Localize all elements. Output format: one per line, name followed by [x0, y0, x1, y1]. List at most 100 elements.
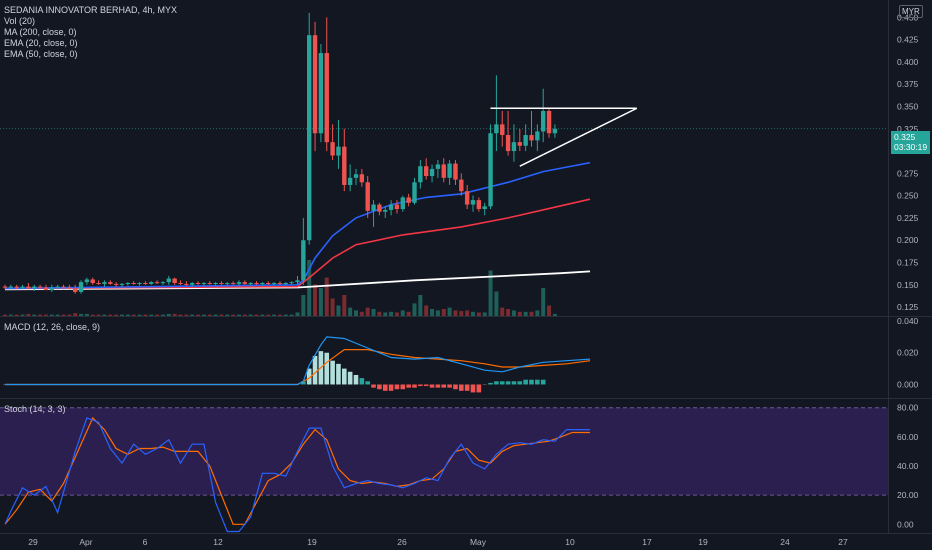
candle-body [295, 280, 300, 283]
volume-bar [295, 312, 300, 316]
macd-histogram-bar [529, 379, 534, 385]
stoch-tick-label: 80.00 [897, 403, 919, 413]
candle-body [500, 124, 505, 136]
volume-bar [547, 305, 552, 316]
volume-bar [447, 307, 452, 316]
candle-body [441, 164, 446, 178]
macd-histogram-bar [365, 381, 370, 385]
volume-bar [324, 277, 329, 316]
x-tick-label: 26 [397, 537, 407, 547]
candle-body [207, 283, 212, 285]
price-tick-label: 0.350 [897, 102, 919, 112]
candle-body [394, 204, 400, 210]
volume-bar [272, 314, 277, 316]
legend-ema20[interactable]: EMA (20, close, 0) [4, 38, 78, 48]
legend-vol[interactable]: Vol (20) [4, 16, 36, 26]
volume-bar [541, 288, 546, 316]
volume-bar [418, 295, 423, 316]
volume-bar [307, 260, 312, 316]
stoch-tick-label: 60.00 [897, 432, 919, 442]
candle-body [242, 282, 248, 284]
candle-body [283, 283, 288, 285]
candle-body [90, 279, 95, 284]
volume-bar [61, 314, 66, 316]
candle-body [225, 283, 230, 285]
volume-bar [342, 295, 347, 316]
candle-body [546, 110, 552, 134]
volume-bar [383, 312, 388, 316]
price-tick-label: 0.175 [897, 258, 919, 268]
stoch-legend[interactable]: Stoch (14, 3, 3) [4, 404, 66, 414]
macd-line [5, 336, 591, 386]
price-tick-label: 0.425 [897, 35, 919, 45]
volume-bar [137, 314, 142, 316]
volume-bar [494, 291, 499, 316]
legend-ma200[interactable]: MA (200, close, 0) [4, 27, 77, 37]
chart-title: SEDANIA INNOVATOR BERHAD, 4h, MYX [4, 5, 178, 15]
candle-body [359, 174, 365, 183]
volume-bar [190, 314, 195, 316]
volume-bar [459, 311, 464, 316]
macd-histogram-bar [336, 363, 341, 385]
price-tick-label: 0.400 [897, 57, 919, 67]
candle-body [377, 204, 382, 212]
price-tick-label: 0.375 [897, 79, 919, 89]
candle-body [20, 286, 25, 288]
volume-bar [517, 311, 522, 316]
candle-body [61, 286, 66, 288]
candle-body [424, 166, 429, 177]
candle-body [113, 283, 119, 285]
candle-body [476, 200, 482, 210]
volume-bar [102, 314, 107, 316]
macd-histogram-bar [347, 371, 353, 385]
candle-body [143, 283, 148, 285]
volume-bar [365, 307, 370, 316]
volume-bar [237, 314, 241, 316]
volume-bar [511, 310, 516, 316]
volume-bar [465, 310, 470, 316]
volume-bar [471, 311, 475, 316]
macd-legend[interactable]: MACD (12, 26, close, 9) [4, 322, 101, 332]
macd-histogram-bar [435, 384, 441, 388]
volume-bar [114, 314, 119, 316]
macd-histogram-bar [301, 381, 306, 385]
macd-histogram-bar [464, 384, 470, 391]
volume-bar [377, 311, 382, 316]
legend-ema50[interactable]: EMA (50, close, 0) [4, 49, 78, 59]
macd-histogram-bar [540, 379, 546, 385]
candle-body [266, 283, 271, 285]
macd-histogram-bar [371, 384, 376, 388]
volume-bar [149, 314, 154, 316]
candle-body [289, 282, 294, 284]
candle-body [541, 110, 546, 132]
volume-bar [172, 313, 177, 316]
currency-badge[interactable]: MYR [899, 5, 923, 18]
candle-body [523, 135, 528, 146]
macd-histogram-bar [382, 384, 388, 391]
volume-bar [389, 311, 394, 316]
x-tick-label: May [470, 537, 487, 547]
candle-body [312, 35, 318, 134]
macd-histogram-bar [342, 368, 347, 385]
candle-body [277, 283, 283, 285]
volume-bar [488, 270, 493, 316]
candle-body [301, 240, 306, 281]
macd-histogram-bar [441, 384, 447, 388]
macd-histogram-bar [459, 384, 464, 391]
x-tick-label: 27 [838, 537, 848, 547]
volume-bar [248, 314, 253, 316]
candle-body [260, 283, 265, 285]
volume-bar [84, 313, 89, 316]
volume-bar [3, 314, 7, 316]
macd-histogram-bar [394, 384, 400, 390]
macd-histogram-bar [523, 379, 528, 385]
volume-bar [529, 311, 534, 316]
volume-bar [120, 314, 124, 316]
volume-bar [26, 313, 31, 316]
candle-body [511, 142, 517, 152]
macd-histogram-bar [306, 368, 312, 385]
volume-bar [43, 314, 48, 316]
volume-bar [213, 314, 218, 316]
candle-body [131, 283, 136, 285]
